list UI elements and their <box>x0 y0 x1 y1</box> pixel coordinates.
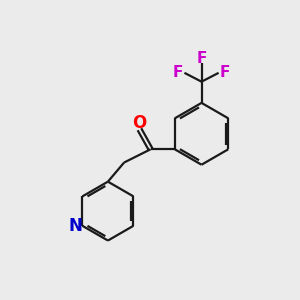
Text: F: F <box>173 65 183 80</box>
Text: F: F <box>196 51 207 66</box>
Text: O: O <box>132 114 146 132</box>
Text: F: F <box>220 65 230 80</box>
Text: N: N <box>69 217 83 235</box>
